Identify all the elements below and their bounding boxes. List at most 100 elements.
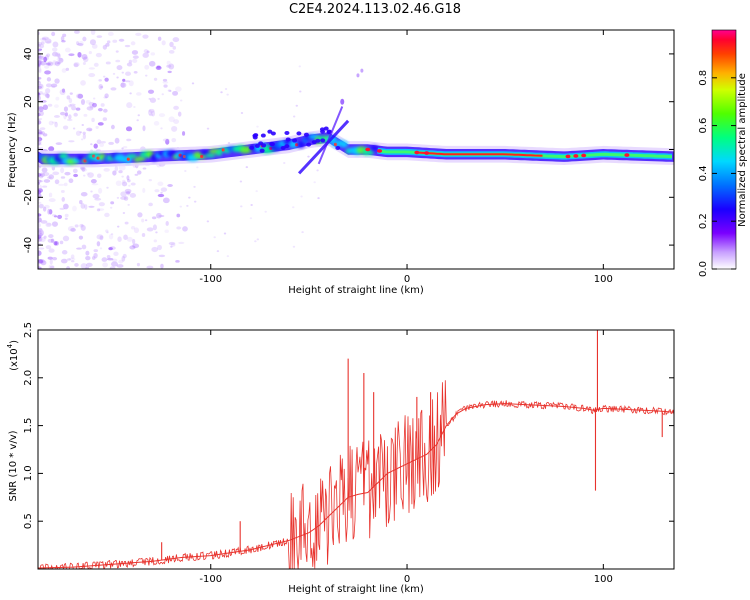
speckle — [113, 251, 119, 257]
speckle — [88, 205, 95, 208]
speckle — [110, 233, 114, 236]
speckle — [144, 219, 148, 222]
speckle — [49, 258, 53, 265]
speckle — [213, 236, 216, 239]
speckle — [110, 124, 115, 130]
speckle — [122, 253, 127, 259]
speckle — [116, 76, 119, 79]
speckle — [90, 190, 93, 193]
speckle — [64, 47, 71, 53]
speckle — [188, 196, 191, 199]
speckle — [55, 52, 61, 57]
speckle — [173, 119, 180, 124]
speckle — [85, 262, 93, 267]
speckle — [45, 88, 51, 94]
speckle — [48, 174, 55, 180]
speckle — [44, 93, 50, 98]
speckle — [167, 70, 172, 74]
speckle — [38, 247, 45, 250]
y-tick-label: -40 — [23, 237, 34, 253]
speckle — [100, 86, 104, 89]
speckle — [157, 97, 160, 100]
speckle — [156, 212, 162, 219]
speckle — [115, 59, 121, 63]
speckle — [175, 259, 180, 263]
speckle — [40, 172, 46, 178]
speckle — [46, 77, 52, 82]
speckle — [46, 222, 52, 226]
snr-x-axis-label: Height of straight line (km) — [288, 584, 424, 595]
x-tick-label: -100 — [199, 274, 222, 285]
speckle — [157, 36, 162, 41]
speckle — [64, 217, 68, 220]
speckle — [250, 204, 253, 207]
speckle — [168, 241, 176, 245]
speckle — [103, 75, 106, 78]
speckle — [153, 121, 160, 126]
speckle — [105, 229, 109, 233]
speckle — [144, 64, 150, 70]
speckle — [91, 183, 99, 186]
speckle — [123, 196, 129, 201]
speckle — [61, 88, 66, 93]
speckle — [59, 89, 66, 96]
ridge-blob — [127, 153, 138, 159]
speckle — [38, 93, 41, 99]
speckle — [48, 248, 55, 253]
ridge-blob — [297, 140, 306, 149]
speckle — [48, 234, 54, 239]
speckle — [38, 230, 42, 235]
speckle — [206, 127, 210, 130]
speckle — [129, 193, 137, 198]
speckle — [79, 223, 84, 228]
speckle — [57, 183, 65, 186]
speckle — [316, 169, 319, 172]
speckle — [168, 116, 175, 123]
crossing-blob — [356, 73, 360, 78]
speckle — [163, 84, 168, 88]
speckle — [112, 39, 118, 43]
speckle — [116, 196, 120, 199]
speckle — [103, 96, 108, 99]
speckle — [67, 118, 73, 122]
speckle — [135, 32, 142, 36]
speckle — [77, 51, 82, 58]
speckle — [51, 221, 59, 227]
speckle — [39, 44, 45, 49]
speckle — [182, 226, 188, 232]
speckle — [60, 167, 65, 174]
speckle — [38, 172, 42, 177]
speckle — [45, 62, 51, 66]
speckle — [122, 179, 126, 184]
speckle — [70, 227, 76, 232]
speckle — [118, 259, 124, 264]
speckle — [206, 220, 210, 223]
speckle — [63, 203, 69, 210]
speckle — [38, 80, 42, 86]
speckle — [166, 60, 171, 65]
speckle — [64, 171, 71, 176]
ridge-blob — [76, 155, 85, 160]
speckle — [136, 262, 140, 267]
speckle — [51, 121, 58, 124]
speckle — [43, 235, 47, 239]
speckle — [98, 202, 105, 207]
speckle — [86, 106, 94, 111]
speckle — [157, 193, 165, 198]
speckle — [38, 85, 43, 89]
ridge-blob — [252, 135, 258, 140]
speckle — [132, 55, 139, 59]
speckle — [120, 82, 127, 88]
speckle — [191, 82, 195, 85]
speckle — [118, 38, 125, 42]
speckle — [148, 202, 153, 207]
speckle — [66, 266, 71, 269]
speckle — [38, 43, 41, 48]
speckle — [80, 224, 84, 227]
speckle — [99, 247, 103, 250]
speckle — [110, 261, 118, 267]
speckle — [122, 212, 126, 215]
speckle — [128, 184, 131, 187]
speckle — [58, 57, 64, 63]
speckle — [53, 215, 58, 218]
